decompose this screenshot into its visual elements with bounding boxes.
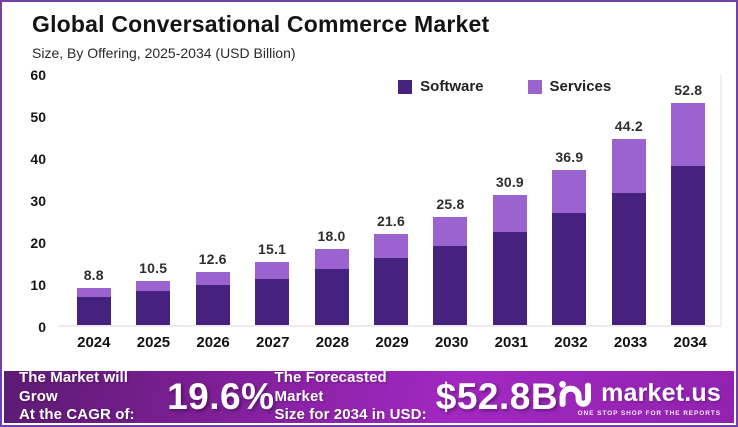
marketus-logo-icon bbox=[559, 380, 592, 407]
x-axis-label: 2028 bbox=[315, 334, 350, 351]
services-segment bbox=[433, 216, 468, 247]
software-segment bbox=[492, 231, 527, 325]
x-axis-label: 2025 bbox=[136, 334, 171, 351]
services-segment bbox=[552, 170, 587, 214]
legend-label: Software bbox=[420, 78, 484, 95]
bar-column: 10.5 bbox=[123, 75, 182, 325]
software-segment bbox=[611, 192, 646, 325]
forecast-label: The Forecasted Market Size for 2034 in U… bbox=[274, 368, 427, 424]
bar-column: 21.6 bbox=[361, 75, 420, 325]
bars-container: 8.8 10.5 12.6 15.1 18.0 21.6 25.8 30.9 36.9 44.2 5… bbox=[58, 75, 720, 325]
bar-column: 36.9 bbox=[540, 75, 599, 325]
plot-area: 8.8 10.5 12.6 15.1 18.0 21.6 25.8 30.9 36.9 44.2 5… bbox=[58, 75, 722, 327]
x-axis-label: 2026 bbox=[196, 334, 230, 351]
x-axis-spacer bbox=[18, 334, 58, 351]
bar-chart: Software Services 0 10 20 30 40 50 60 8.8 10.5 12… bbox=[18, 67, 722, 351]
x-axis-label: 2032 bbox=[554, 334, 588, 351]
software-segment bbox=[255, 278, 290, 325]
brand-logo: market.us ONE STOP SHOP FOR THE REPORTS bbox=[558, 378, 721, 417]
bar-column: 25.8 bbox=[421, 75, 480, 325]
y-tick-label: 40 bbox=[30, 151, 46, 167]
chart-content: Global Conversational Commerce Market Si… bbox=[2, 2, 736, 351]
x-axis-row: 2024 2025 2026 2027 2028 2029 2030 2031 2032 2033… bbox=[18, 334, 722, 351]
legend-label: Services bbox=[549, 78, 612, 95]
bar-column: 8.8 bbox=[64, 75, 123, 325]
software-segment bbox=[195, 285, 230, 325]
bar-total-label: 10.5 bbox=[139, 259, 168, 276]
legend-item-software: Software bbox=[398, 78, 484, 95]
x-axis-label: 2031 bbox=[494, 334, 528, 351]
software-segment bbox=[136, 290, 171, 325]
forecast-value: $52.8B bbox=[435, 376, 559, 417]
chart-legend: Software Services bbox=[398, 78, 611, 95]
bar-column: 12.6 bbox=[183, 75, 242, 325]
legend-item-services: Services bbox=[527, 78, 612, 95]
software-segment bbox=[373, 257, 408, 325]
x-axis-label: 2029 bbox=[375, 334, 409, 351]
cagr-label: The Market will Grow At the CAGR of: bbox=[19, 368, 135, 424]
brand-tagline: ONE STOP SHOP FOR THE REPORTS bbox=[577, 409, 721, 417]
bar-total-label: 12.6 bbox=[198, 251, 227, 268]
bar-total-label: 52.8 bbox=[674, 82, 703, 99]
plot-row: 0 10 20 30 40 50 60 8.8 10.5 12.6 15.1 18.0 21.6 25.… bbox=[18, 67, 722, 335]
x-axis-label: 2027 bbox=[256, 334, 290, 351]
software-segment bbox=[671, 166, 706, 325]
bar-column: 18.0 bbox=[302, 75, 361, 325]
x-axis-label: 2024 bbox=[77, 334, 111, 351]
cagr-value: 19.6% bbox=[167, 376, 275, 417]
services-segment bbox=[76, 288, 111, 297]
bar-total-label: 25.8 bbox=[436, 195, 465, 212]
chart-subtitle: Size, By Offering, 2025-2034 (USD Billio… bbox=[32, 45, 296, 61]
services-segment bbox=[136, 280, 171, 291]
services-segment bbox=[373, 234, 408, 258]
bar-column: 30.9 bbox=[480, 75, 539, 325]
x-axis-label: 2034 bbox=[673, 334, 707, 351]
brand-row: market.us bbox=[558, 378, 721, 409]
bar-total-label: 36.9 bbox=[555, 149, 584, 166]
x-axis-label: 2030 bbox=[434, 334, 469, 351]
services-segment bbox=[195, 272, 230, 286]
services-segment bbox=[255, 261, 290, 279]
software-segment bbox=[314, 268, 349, 325]
bar-column: 15.1 bbox=[242, 75, 301, 325]
y-tick-label: 30 bbox=[30, 193, 46, 209]
bar-total-label: 30.9 bbox=[495, 174, 524, 191]
y-axis: 0 10 20 30 40 50 60 bbox=[18, 67, 58, 335]
services-segment bbox=[611, 139, 646, 193]
y-tick-label: 10 bbox=[30, 277, 46, 293]
legend-swatch bbox=[527, 79, 542, 94]
x-axis-label: 2033 bbox=[613, 334, 648, 351]
services-segment bbox=[314, 249, 349, 269]
bar-total-label: 8.8 bbox=[83, 267, 104, 284]
legend-swatch bbox=[398, 79, 413, 94]
bar-total-label: 21.6 bbox=[376, 213, 406, 230]
software-segment bbox=[552, 213, 587, 325]
x-axis-labels: 2024 2025 2026 2027 2028 2029 2030 2031 2032 2033… bbox=[58, 334, 722, 351]
bar-total-label: 15.1 bbox=[258, 240, 287, 257]
y-tick-label: 50 bbox=[30, 109, 46, 125]
y-tick-label: 20 bbox=[30, 235, 46, 251]
brand-name: market.us bbox=[601, 378, 721, 407]
bar-total-label: 18.0 bbox=[317, 228, 346, 245]
software-segment bbox=[433, 246, 468, 325]
software-segment bbox=[76, 296, 111, 325]
services-segment bbox=[671, 103, 706, 167]
y-tick-label: 60 bbox=[30, 67, 46, 83]
y-tick-label: 0 bbox=[38, 319, 46, 335]
bar-total-label: 44.2 bbox=[614, 118, 643, 135]
bar-column: 44.2 bbox=[599, 75, 658, 325]
bar-column: 52.8 bbox=[659, 75, 718, 325]
page-title: Global Conversational Commerce Market bbox=[32, 11, 490, 37]
footer-banner: The Market will Grow At the CAGR of: 19.… bbox=[4, 368, 734, 424]
services-segment bbox=[492, 195, 527, 232]
